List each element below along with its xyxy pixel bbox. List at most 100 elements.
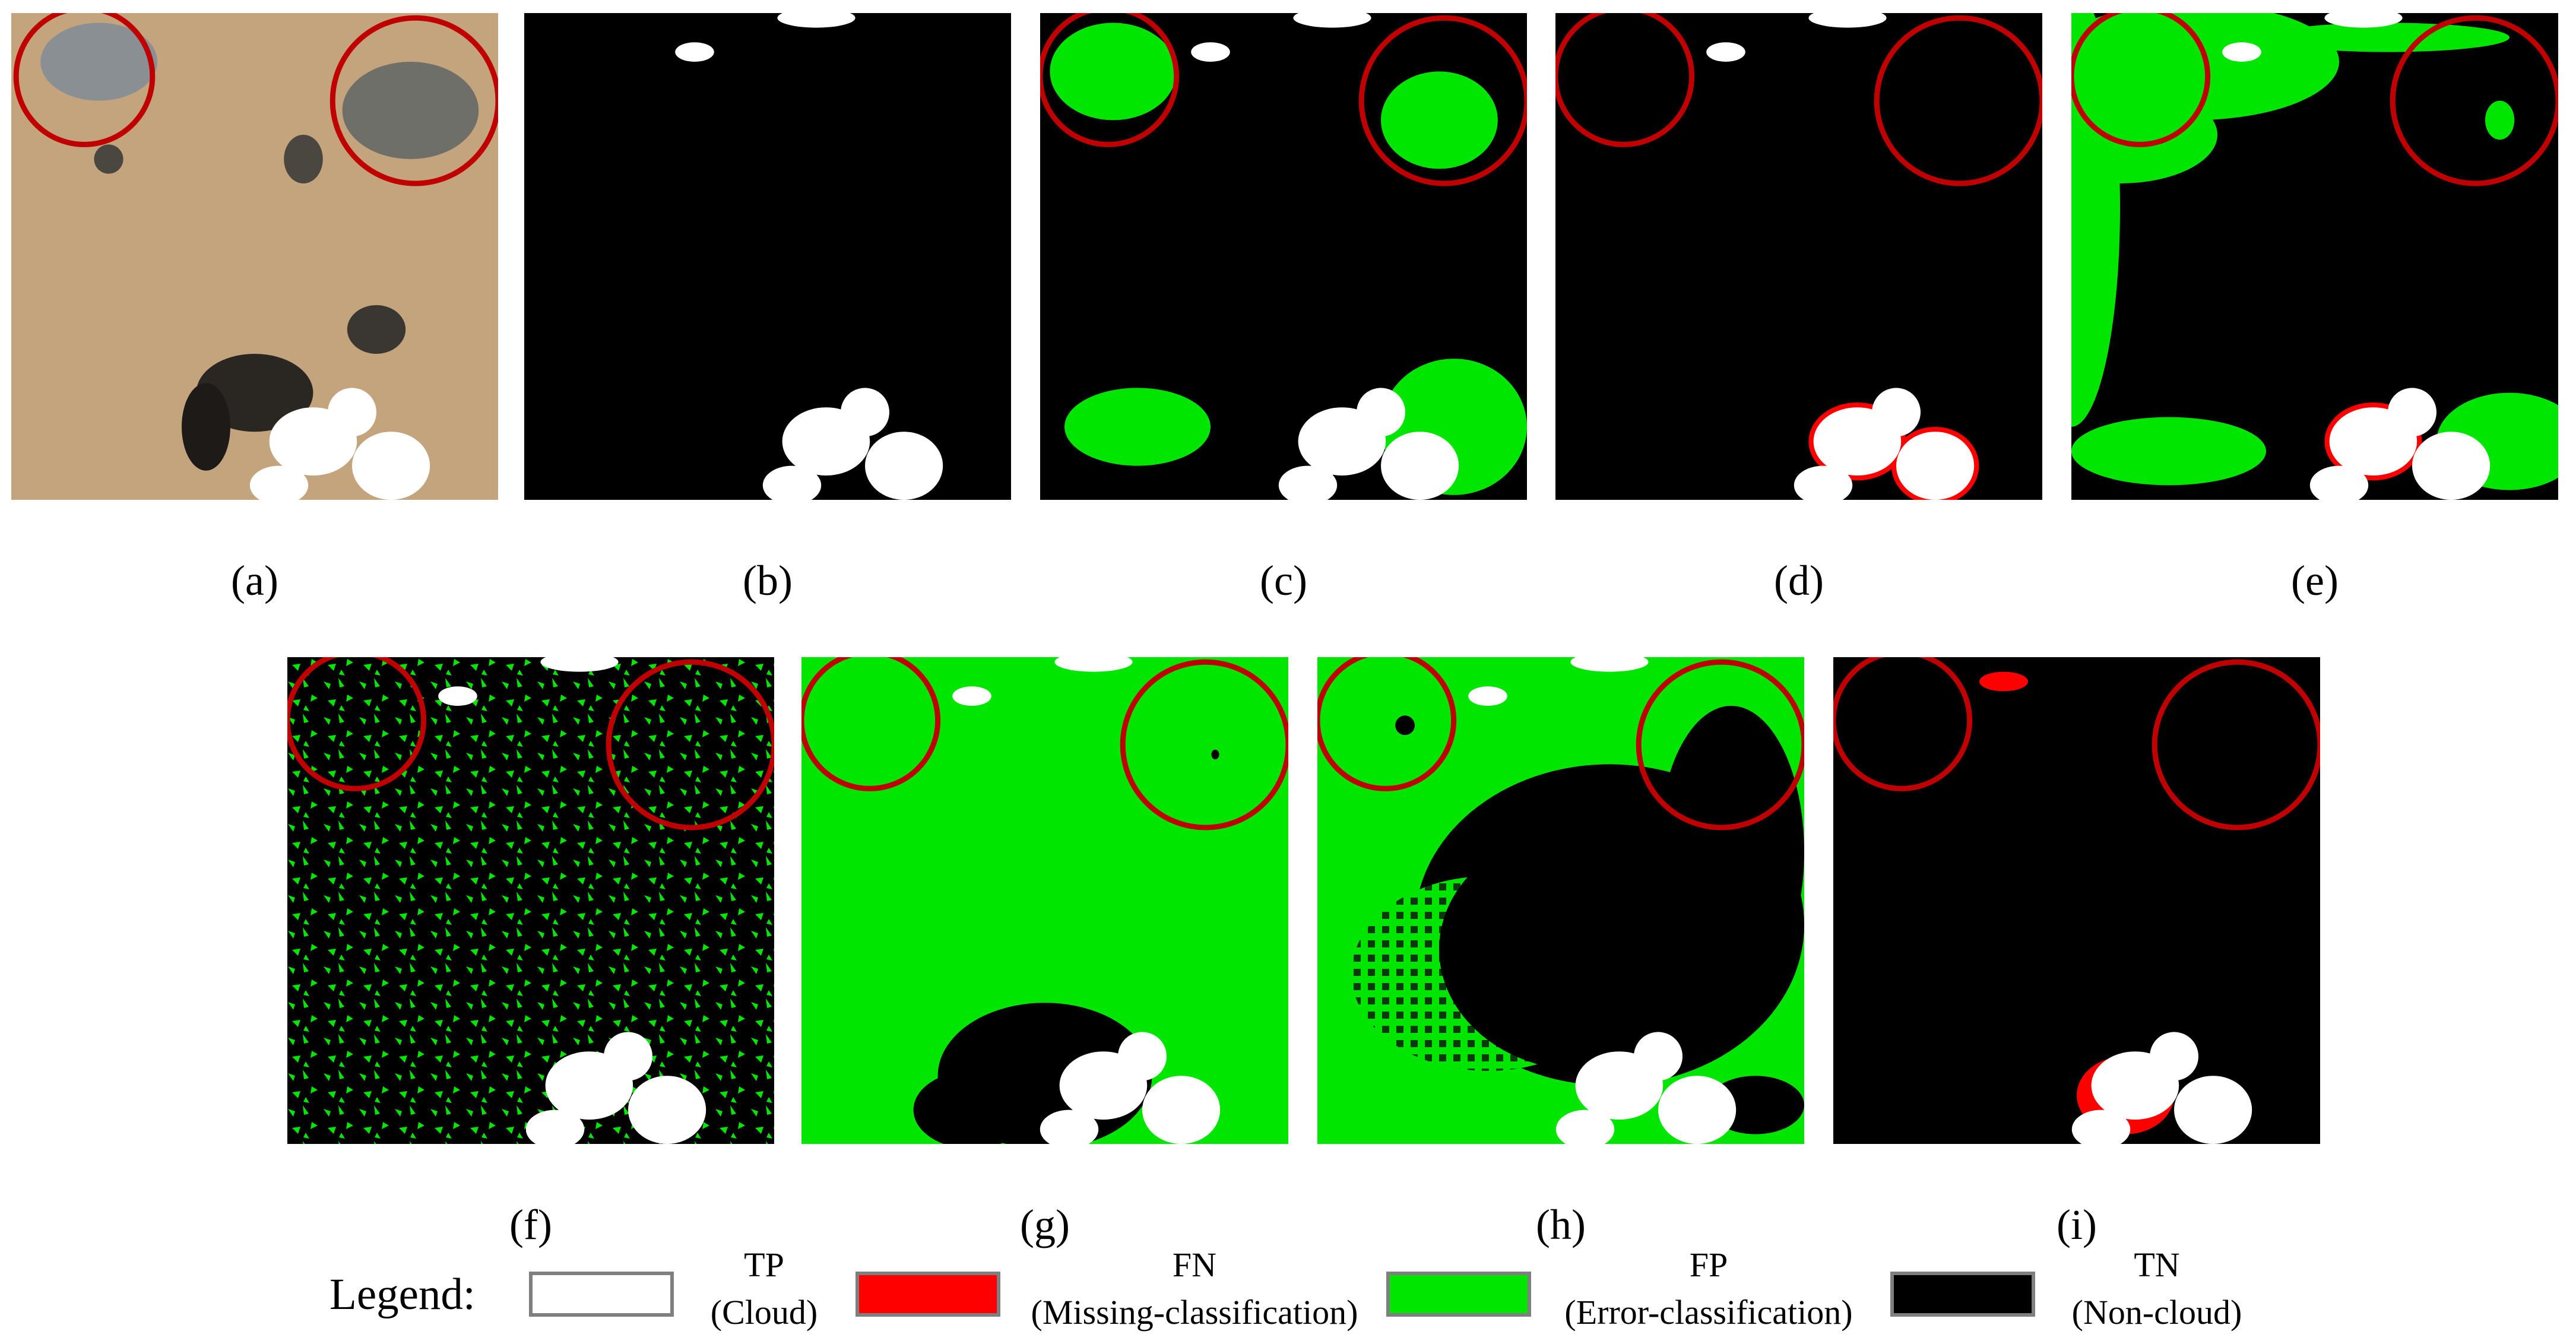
region [952,686,991,706]
region [1357,388,1405,437]
region [347,305,406,354]
region [182,383,230,471]
region [2485,100,2515,140]
region [40,23,157,101]
region [1706,42,1745,62]
panel-label: (f) [509,1201,552,1248]
legend-meaning: (Missing-classification) [1031,1293,1358,1332]
highlight-circle [1040,13,1180,147]
region [94,144,123,174]
panel-label: (h) [1536,1201,1586,1248]
region [2324,13,2403,28]
panel [801,657,1288,1144]
region [762,465,822,500]
panel [1833,657,2320,1144]
highlight-circle [801,657,941,791]
panel-image [287,657,774,1144]
highlight-circle [1358,15,1527,186]
region [777,13,856,28]
highlight-circle [2071,13,2211,147]
panel-image [1040,13,1527,500]
region [1050,23,1177,121]
panel-image [801,657,1288,1144]
region [328,388,376,437]
region [2174,1076,2252,1144]
region [1381,71,1498,169]
region [1634,1032,1683,1081]
region [1064,388,1211,466]
region [2071,86,2217,183]
panel [1555,13,2042,500]
region [1118,1032,1167,1081]
legend-code: FP [1690,1245,1728,1284]
region [1555,1110,1615,1144]
region [2309,465,2369,500]
region [1211,749,1219,760]
legend-title: Legend: [329,1270,476,1319]
region [1658,1076,1737,1144]
region [1381,432,1459,500]
panel-label: (e) [2291,557,2339,604]
legend-swatch [1386,1272,1531,1317]
highlight-circle [1555,13,1695,147]
region [284,135,323,183]
region [1658,706,1804,998]
region [2388,388,2436,437]
panel-label: (b) [743,557,793,604]
panel [11,13,498,500]
highlight-circle [13,13,156,147]
region [1040,1110,1099,1144]
region [2412,432,2491,500]
legend-code: TN [2134,1245,2179,1284]
highlight-circle [1120,659,1288,831]
region [2222,42,2261,62]
panel-background [524,13,1011,500]
region [604,1032,652,1081]
panel-background [1555,13,2042,500]
region [540,657,619,672]
panel-image [11,13,498,500]
region [2071,417,2266,486]
region [1278,465,1338,500]
panel [1317,657,1804,1144]
region [1191,42,1230,62]
legend-meaning: (Non-cloud) [2072,1293,2242,1332]
region [1570,657,1649,672]
highlight-circle [329,15,498,186]
legend-code: FN [1173,1245,1216,1284]
highlight-circle [1833,657,1973,791]
region [2071,1110,2131,1144]
region [249,465,309,500]
region [1395,715,1415,736]
panel-background [1833,657,2320,1144]
highlight-circle [2152,659,2320,831]
legend-code: TP [744,1245,784,1284]
region [1896,432,1975,500]
highlight-circle [287,657,427,791]
region [1293,13,1371,28]
region [1054,657,1133,672]
region [2266,23,2510,52]
panel-label: (d) [1774,557,1824,604]
panel-background [287,657,774,1144]
panel-image [1555,13,2042,500]
legend-swatch [856,1272,1000,1317]
region [1468,686,1507,706]
region [1142,1076,1221,1144]
panel-label: (c) [1260,557,1307,604]
panel-label: (g) [1020,1201,1070,1248]
region [342,62,479,159]
panel-label: (i) [2057,1201,2097,1248]
panel-image [2071,13,2558,500]
region [841,388,889,437]
panel-image [1833,657,2320,1144]
region [2150,1032,2198,1081]
panel [2071,13,2558,500]
highlight-circle [1636,659,1804,831]
panel-label: (a) [231,557,278,604]
highlight-circle [2390,15,2558,186]
panel [287,657,774,1144]
region [352,432,430,500]
region [865,432,943,500]
